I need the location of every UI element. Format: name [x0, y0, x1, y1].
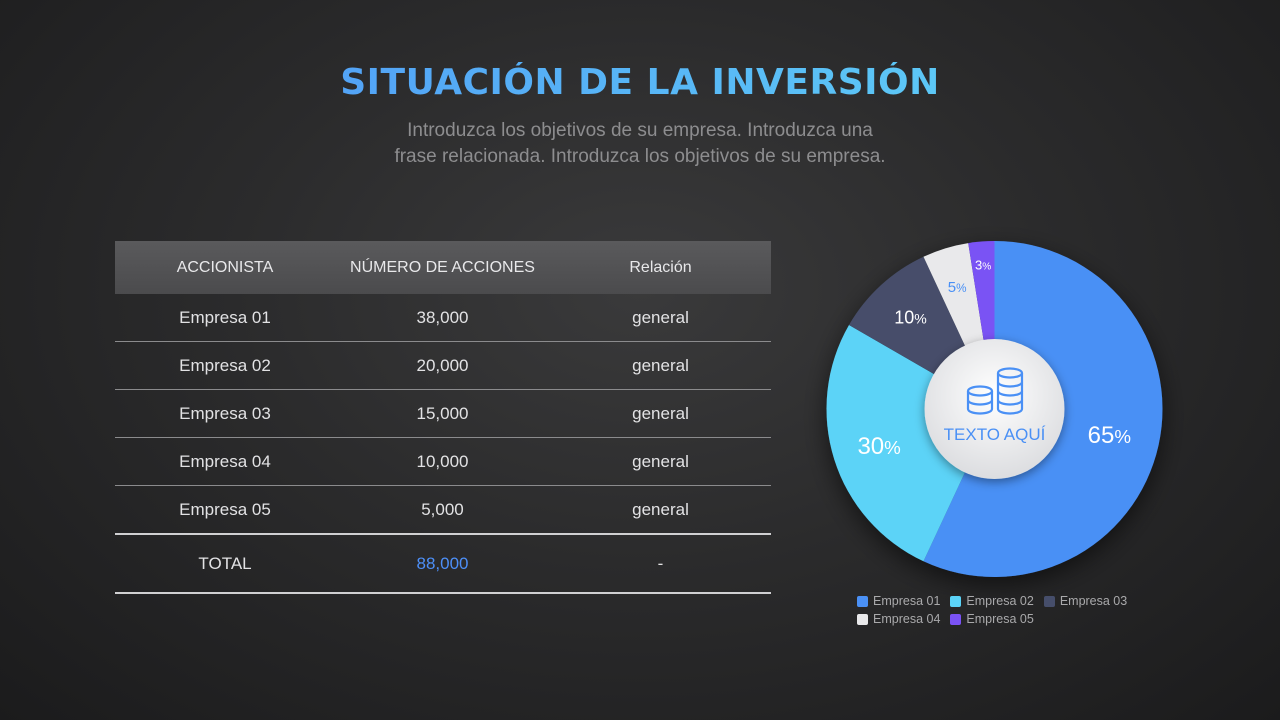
- coins-stack-icon: [966, 367, 1024, 415]
- legend-item: Empresa 04: [857, 612, 940, 626]
- cell-relation: general: [632, 355, 689, 375]
- pie-slice: [826, 325, 995, 562]
- pie-center-label: TEXTO AQUÍ: [944, 425, 1046, 444]
- legend-swatch: [950, 613, 962, 625]
- total-shares: 88,000: [416, 553, 469, 573]
- legend-item: Empresa 05: [950, 612, 1034, 626]
- chart-legend: Empresa 01 Empresa 02 Empresa 03 Empresa 04…: [857, 594, 1147, 626]
- pie-center-disc: [924, 339, 1065, 479]
- subtitle-line: frase relacionada. Introduzca los objeti…: [394, 146, 886, 167]
- pie-chart: 65% 30% 10% 5% 3% TEXTO AQUÍ: [826, 241, 1163, 577]
- page-subtitle: Introduzca los objetivos de su empresa. …: [340, 118, 940, 170]
- header-relation: Relación: [629, 258, 692, 276]
- pie-slice-label: 10%: [894, 308, 927, 328]
- cell-shareholder: Empresa 03: [179, 403, 271, 423]
- legend-swatch: [1043, 595, 1055, 607]
- cell-relation: general: [632, 403, 689, 423]
- cell-shares: 10,000: [416, 451, 469, 471]
- cell-shares: 5,000: [421, 499, 464, 519]
- table-total-row: TOTAL 88,000 -: [115, 533, 771, 594]
- legend-item: Empresa 02: [950, 594, 1034, 608]
- table-header: ACCIONISTA NÚMERO DE ACCIONES Relación: [115, 241, 771, 294]
- shareholders-table: ACCIONISTA NÚMERO DE ACCIONES Relación E…: [115, 241, 771, 594]
- pie-slice-labels: 65% 30% 10% 5% 3%: [857, 258, 1131, 460]
- cell-shareholder: Empresa 02: [179, 355, 271, 375]
- table-row: Empresa 03 15,000 general: [115, 390, 771, 438]
- cell-relation: general: [632, 451, 689, 471]
- legend-swatch: [950, 595, 962, 607]
- cell-shareholder: Empresa 01: [179, 307, 271, 327]
- cell-relation: general: [632, 499, 689, 519]
- table-row: Empresa 02 20,000 general: [115, 342, 771, 390]
- table-row: Empresa 05 5,000 general: [115, 486, 771, 534]
- cell-shares: 20,000: [416, 355, 469, 375]
- cell-shares: 15,000: [416, 403, 469, 423]
- legend-swatch: [857, 613, 868, 625]
- legend-item: Empresa 03: [1043, 594, 1128, 608]
- page-title: SITUACIÓN DE LA INVERSIÓN: [0, 62, 1280, 103]
- legend-label: Empresa 05: [966, 612, 1034, 626]
- legend-item: Empresa 01: [857, 594, 940, 608]
- cell-relation: general: [632, 307, 689, 327]
- pie-slice-label: 5%: [948, 279, 967, 296]
- table-row: Empresa 01 38,000 general: [115, 294, 771, 342]
- table-row: Empresa 04 10,000 general: [115, 438, 771, 486]
- legend-label: Empresa 02: [966, 594, 1034, 608]
- cell-shareholder: Empresa 05: [179, 499, 271, 519]
- legend-label: Empresa 04: [873, 612, 941, 626]
- header-shareholder: ACCIONISTA: [176, 258, 274, 276]
- total-relation: -: [657, 553, 664, 573]
- cell-shares: 38,000: [416, 307, 469, 327]
- cell-shareholder: Empresa 04: [179, 451, 271, 471]
- total-label: TOTAL: [198, 553, 252, 573]
- pie-slice-label: 30%: [857, 433, 900, 460]
- pie-slice-label: 3%: [975, 258, 991, 273]
- legend-swatch: [857, 595, 868, 607]
- legend-label: Empresa 01: [873, 594, 941, 608]
- legend-label: Empresa 03: [1059, 594, 1128, 608]
- pie-slice-label: 65%: [1088, 422, 1131, 449]
- subtitle-line: Introduzca los objetivos de su empresa. …: [407, 120, 873, 141]
- header-shares: NÚMERO DE ACCIONES: [350, 258, 535, 276]
